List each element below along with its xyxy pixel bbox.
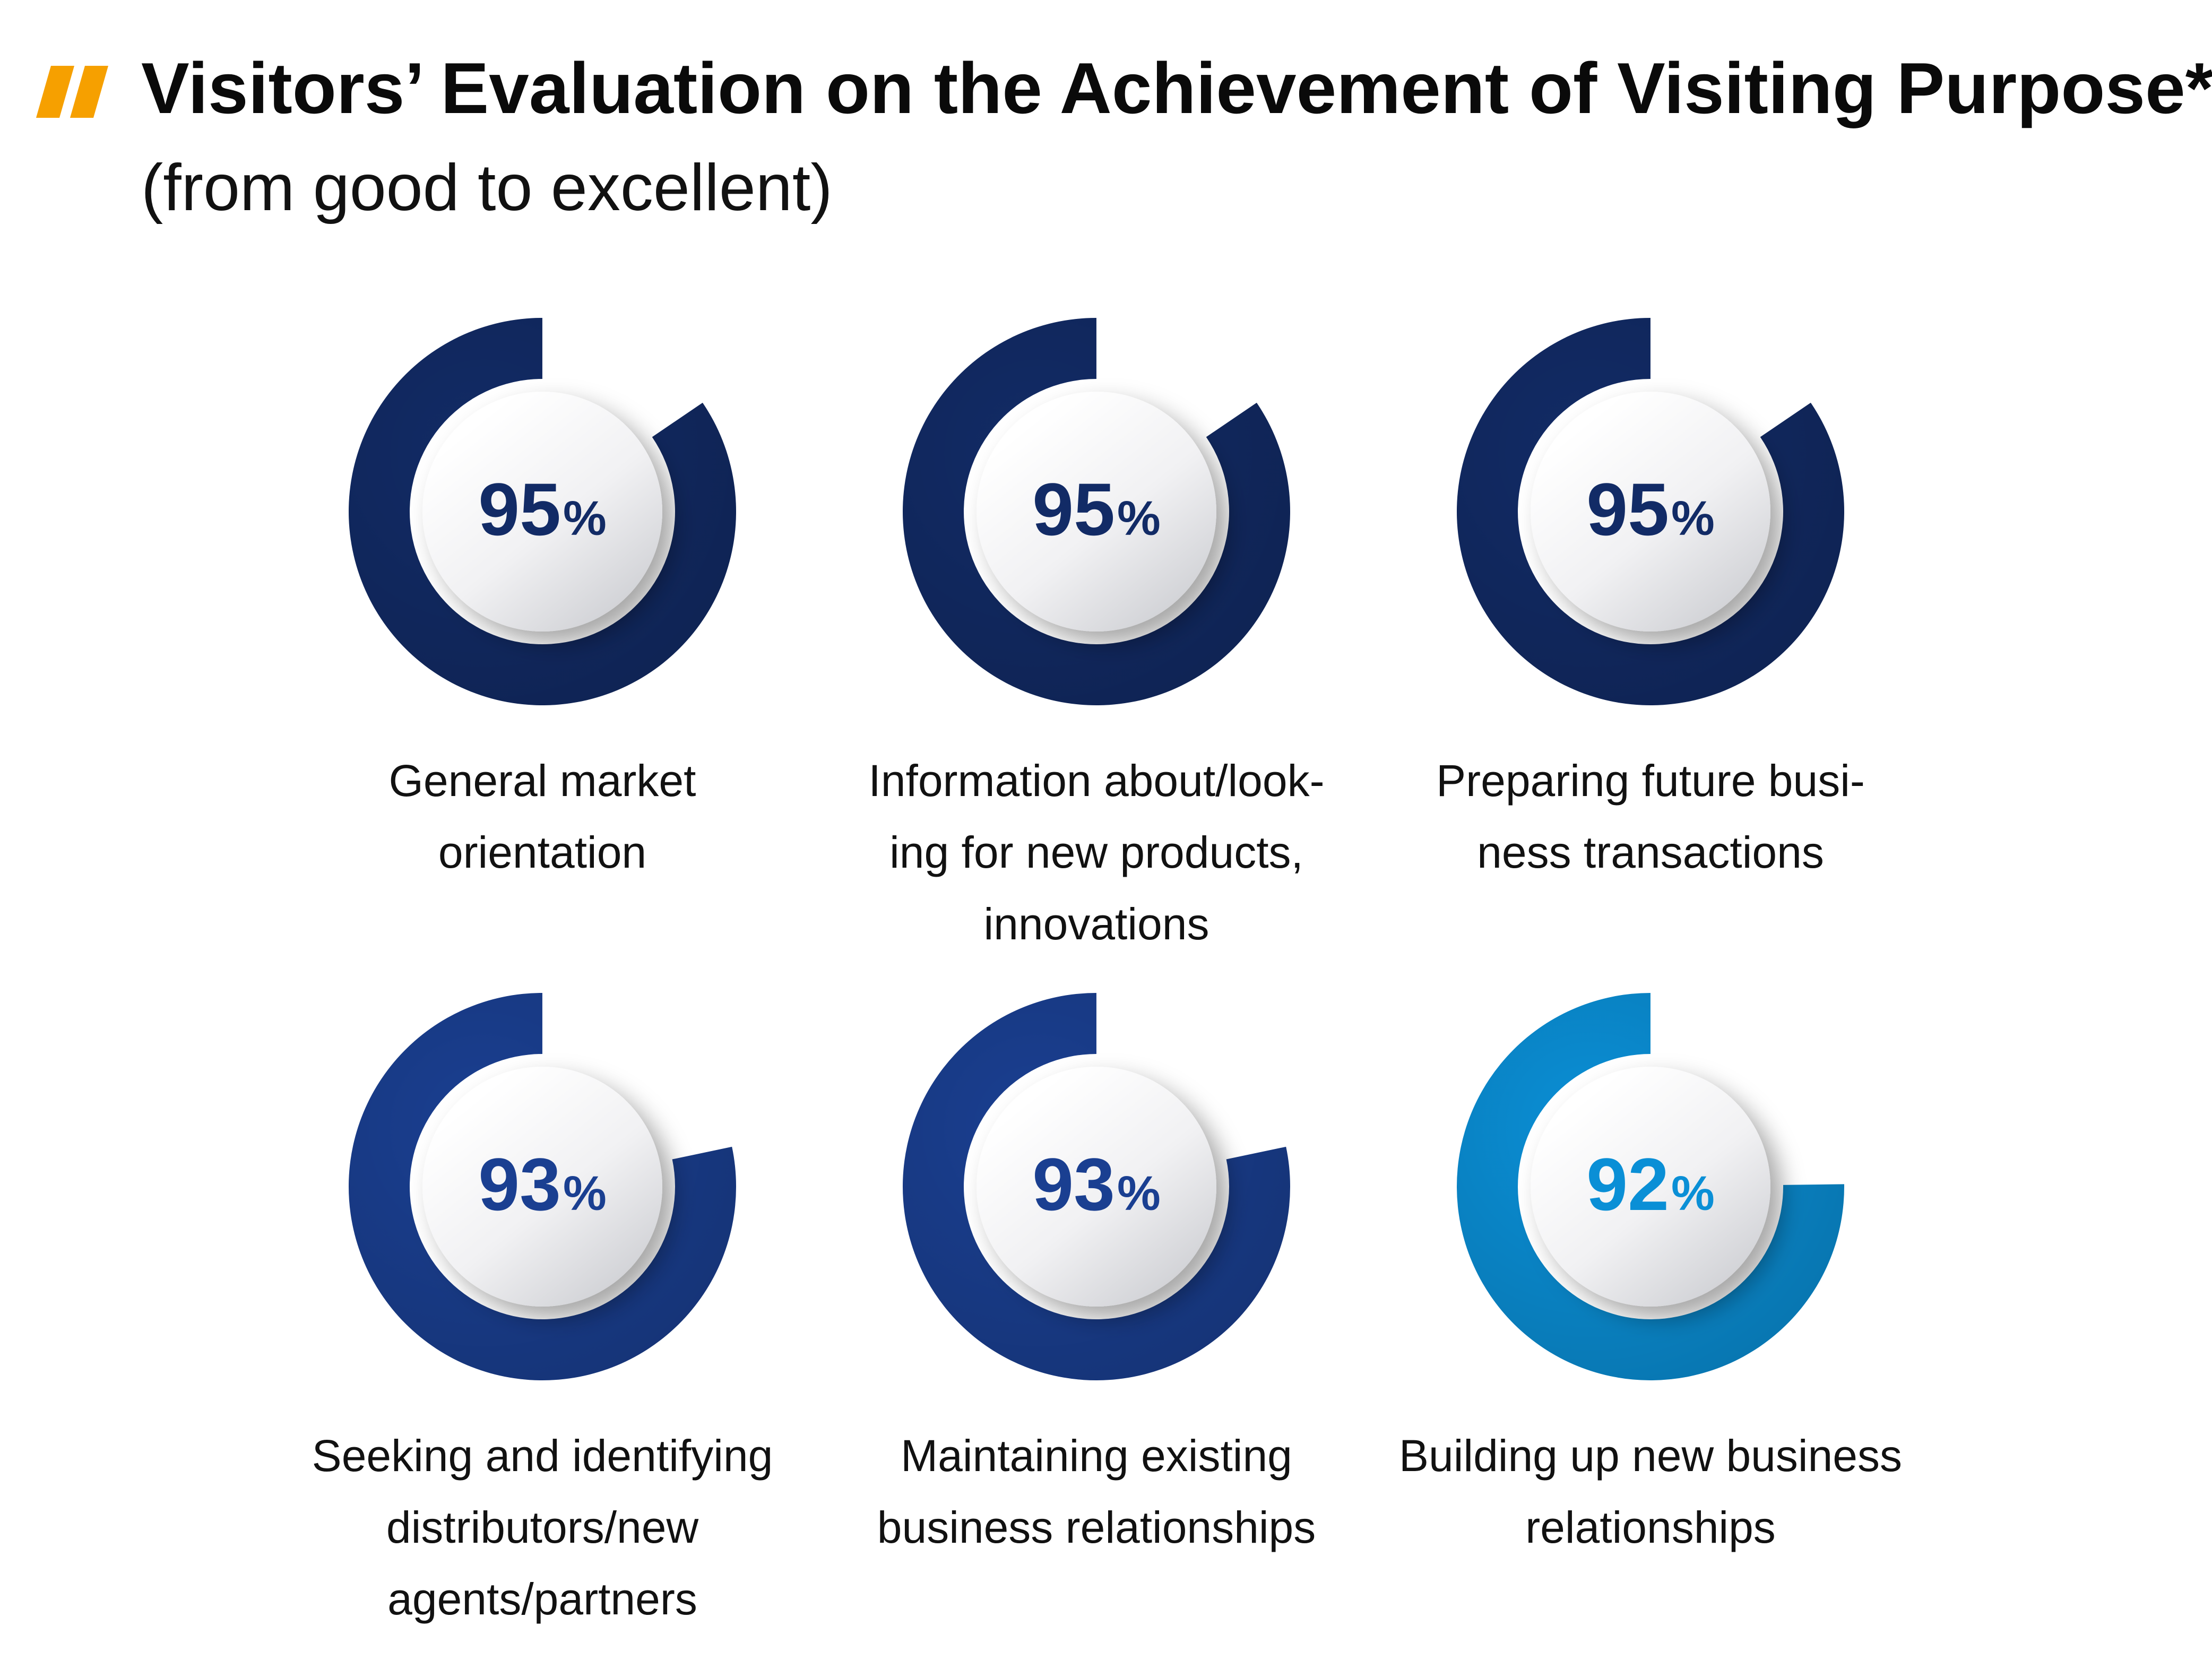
donut-category-label-line: orientation <box>438 827 647 877</box>
donut-value-percent: % <box>1671 491 1715 546</box>
page-title: Visitors’ Evaluation on the Achievement … <box>141 48 2212 128</box>
donut-category-label-line: General market <box>388 756 696 806</box>
donut-value-number: 93 <box>1032 1143 1115 1226</box>
page-subtitle: (from good to excellent) <box>141 151 833 224</box>
donut-6: 92% <box>1457 993 1844 1380</box>
donut-value-label: 93% <box>1032 1143 1161 1226</box>
quote-mark-bar-right <box>70 66 108 118</box>
donut-ring-shade <box>903 993 1291 1380</box>
donut-ring-shade <box>1457 993 1844 1380</box>
donut-category-label: Information about/look-ing for new produ… <box>820 745 1372 960</box>
donut-category-label: General market orientation <box>266 745 818 888</box>
donut-center-disc <box>422 392 662 632</box>
donut-category-label: Building up new business relationships <box>1375 1420 1926 1563</box>
donut-ring-shade <box>903 318 1291 705</box>
donut-category-label-line: business relationships <box>877 1502 1316 1552</box>
donut-category-label-line: agents/partners <box>387 1574 697 1624</box>
donut-ring-shade <box>349 318 736 705</box>
donut-2: 95% <box>903 318 1291 705</box>
donut-center-disc <box>977 1067 1216 1307</box>
donut-4: 93% <box>349 993 736 1380</box>
donut-category-label: Seeking and identifying distributors/new a… <box>266 1420 818 1635</box>
donut-center-disc <box>977 392 1216 632</box>
donut-value-percent: % <box>1671 1166 1715 1221</box>
donut-category-label-line: innovations <box>983 899 1209 949</box>
donut-1: 95% <box>349 318 736 705</box>
donut-category-label-line: Building up new business <box>1399 1431 1902 1481</box>
donut-value-number: 95 <box>1032 468 1115 551</box>
donut-value-label: 95% <box>478 468 607 551</box>
donut-value-label: 95% <box>1586 468 1715 551</box>
quote-mark-bar-left <box>36 66 74 118</box>
donut-category-label-line: ing for new products, <box>889 827 1303 877</box>
donut-value-number: 93 <box>478 1143 561 1226</box>
donut-center-disc <box>1531 392 1770 632</box>
donut-category-label-line: relationships <box>1525 1502 1776 1552</box>
donut-category-label-line: Preparing future busi- <box>1436 756 1865 806</box>
donut-value-percent: % <box>563 491 607 546</box>
donut-category-label-line: Seeking and identifying <box>312 1431 773 1481</box>
donut-center-disc <box>1531 1067 1770 1307</box>
donut-value-number: 95 <box>1586 468 1669 551</box>
donut-ring-shade <box>349 993 736 1380</box>
quote-mark-icon <box>36 66 108 118</box>
donut-3: 95% <box>1457 318 1845 705</box>
donut-center-disc <box>422 1067 662 1307</box>
donut-value-number: 95 <box>478 468 561 551</box>
donut-value-percent: % <box>563 1166 607 1221</box>
donut-value-label: 93% <box>478 1143 607 1226</box>
donut-value-percent: % <box>1117 1166 1161 1221</box>
donut-category-label-line: Maintaining existing <box>901 1431 1292 1481</box>
donut-category-label: Preparing future busi-ness transactions <box>1375 745 1926 888</box>
donut-category-label-line: distributors/new <box>386 1502 699 1552</box>
donut-value-label: 95% <box>1032 468 1161 551</box>
donut-value-label: 92% <box>1586 1143 1715 1226</box>
donut-category-label-line: Information about/look- <box>868 756 1325 806</box>
donut-ring-shade <box>1457 318 1845 705</box>
donut-5: 93% <box>903 993 1291 1380</box>
donut-value-number: 92 <box>1586 1143 1669 1226</box>
donut-category-label-line: ness transactions <box>1477 827 1824 877</box>
donut-category-label: Maintaining existing business relationshi… <box>820 1420 1372 1563</box>
donut-value-percent: % <box>1117 491 1161 546</box>
